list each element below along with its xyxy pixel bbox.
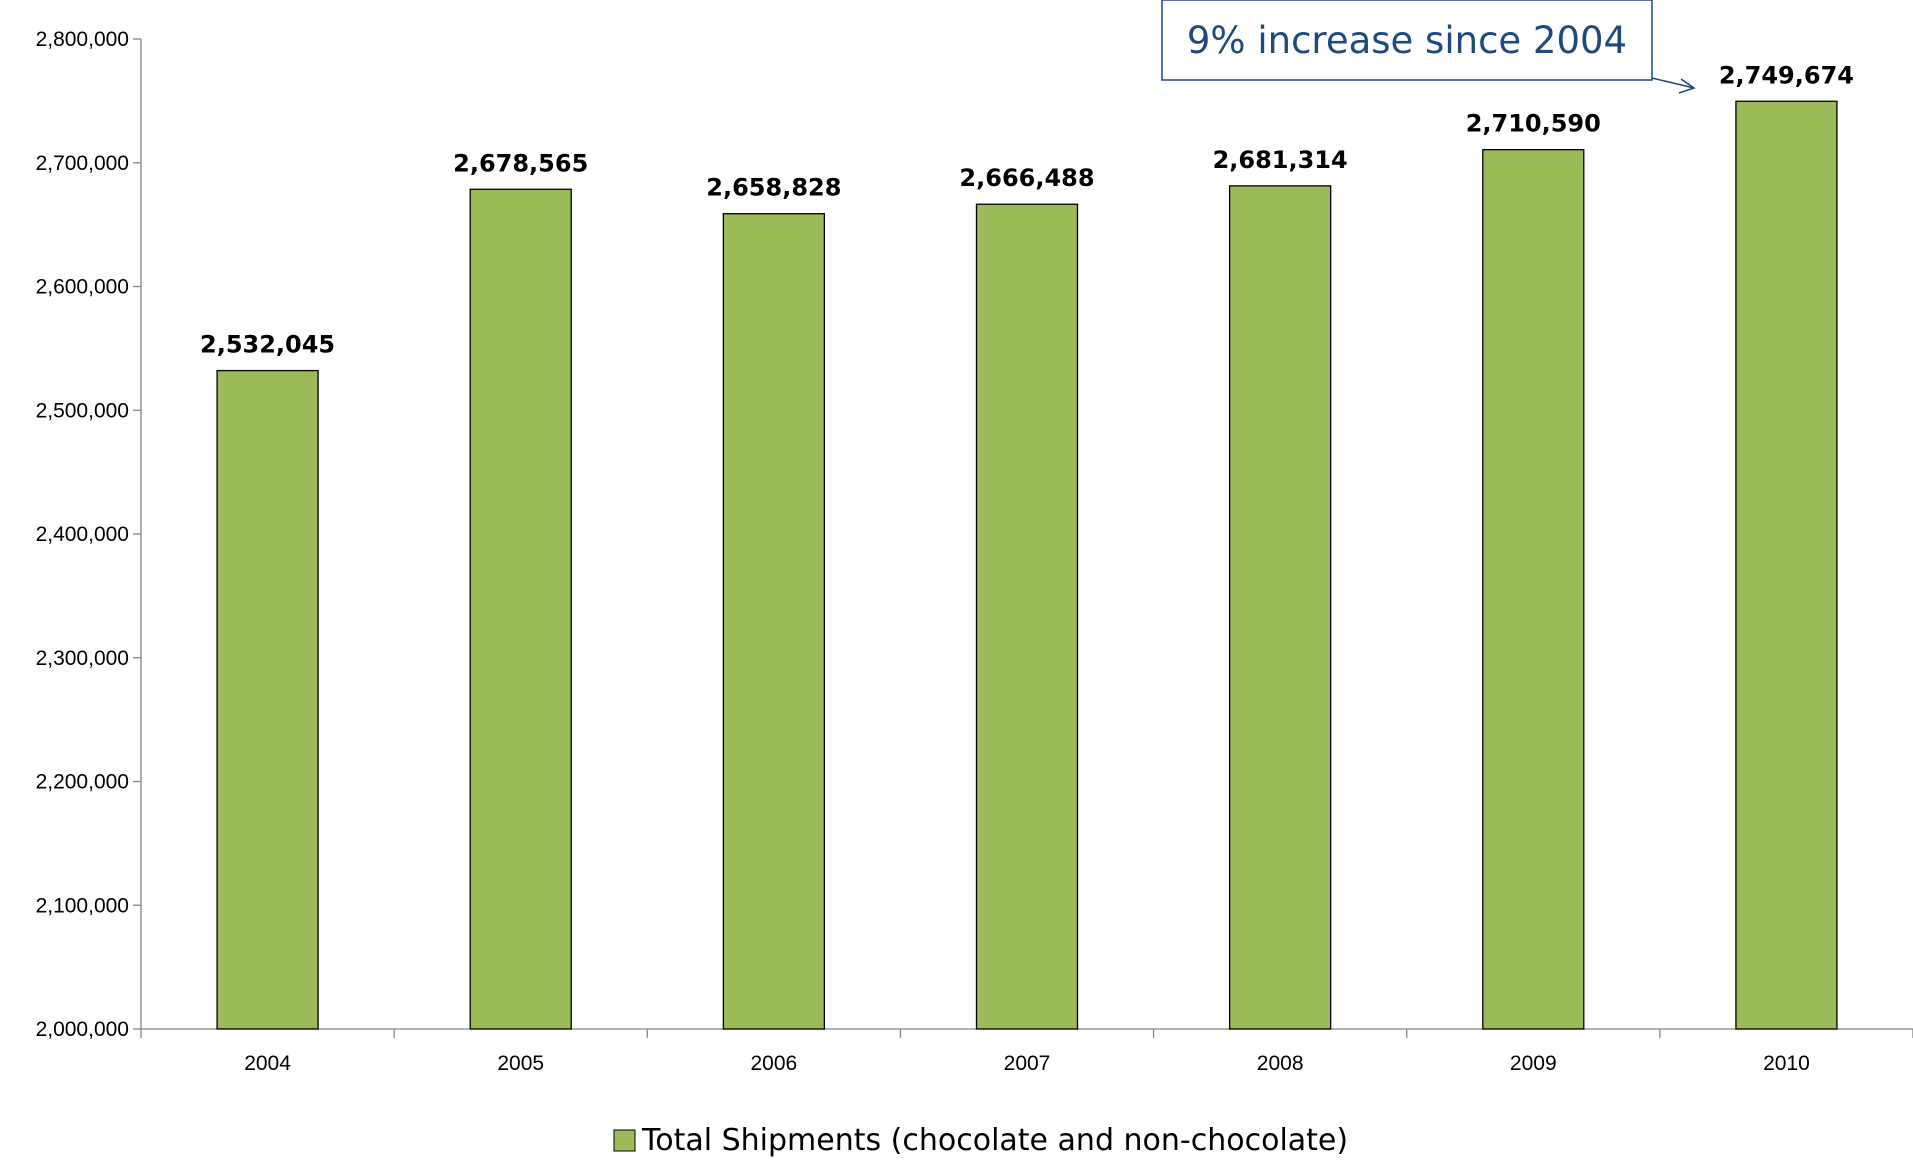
y-tick-label: 2,800,000 xyxy=(36,28,129,51)
bar xyxy=(1482,148,1585,1030)
bar xyxy=(216,369,319,1030)
bar xyxy=(722,213,826,1030)
annotation-box xyxy=(1161,0,1653,81)
value-label: 2,678,565 xyxy=(453,149,588,177)
y-tick-label: 2,100,000 xyxy=(36,894,129,917)
x-tick-label: 2005 xyxy=(497,1052,544,1075)
legend-swatch xyxy=(613,1129,636,1152)
y-tick-label: 2,600,000 xyxy=(36,276,129,299)
x-tick-label: 2007 xyxy=(1004,1052,1051,1075)
bar xyxy=(1228,185,1332,1030)
x-tick-label: 2008 xyxy=(1257,1052,1304,1075)
value-labels: 2,532,045 2,678,565 2,658,828 2,666,488 2,68… xyxy=(200,61,1854,358)
x-tick-label: 2010 xyxy=(1763,1052,1810,1075)
x-tick-label: 2009 xyxy=(1510,1052,1557,1075)
legend-label: Total Shipments (chocolate and non-choco… xyxy=(641,1123,1348,1158)
value-label: 2,666,488 xyxy=(959,164,1094,192)
value-label: 2,710,590 xyxy=(1466,110,1601,138)
x-axis: 2004 2005 2006 2007 2008 2009 2010 xyxy=(140,1028,1913,1075)
legend: Total Shipments (chocolate and non-choco… xyxy=(613,1123,1348,1158)
x-tick-label: 2006 xyxy=(750,1052,797,1075)
annotation-text: 9% increase since 2004 xyxy=(1187,19,1627,62)
y-axis: 2,000,000 2,100,000 2,200,000 2,300,000 2,40… xyxy=(36,28,142,1041)
y-tick-label: 2,200,000 xyxy=(36,771,129,794)
annotation-arrow xyxy=(1651,77,1696,94)
bar xyxy=(1735,100,1838,1030)
bars xyxy=(216,100,1838,1030)
value-label: 2,749,674 xyxy=(1719,61,1854,89)
x-tick-label: 2004 xyxy=(244,1052,291,1075)
y-tick-label: 2,700,000 xyxy=(36,152,129,175)
y-tick-label: 2,300,000 xyxy=(36,647,129,670)
value-label: 2,681,314 xyxy=(1213,146,1348,174)
y-tick-label: 2,400,000 xyxy=(36,523,129,546)
bar xyxy=(975,203,1079,1030)
bar xyxy=(469,188,572,1030)
annotation: 9% increase since 2004 xyxy=(1161,0,1696,94)
value-label: 2,658,828 xyxy=(706,174,841,202)
y-tick-label: 2,500,000 xyxy=(36,399,129,422)
value-label: 2,532,045 xyxy=(200,331,335,359)
y-tick-label: 2,000,000 xyxy=(36,1018,129,1041)
